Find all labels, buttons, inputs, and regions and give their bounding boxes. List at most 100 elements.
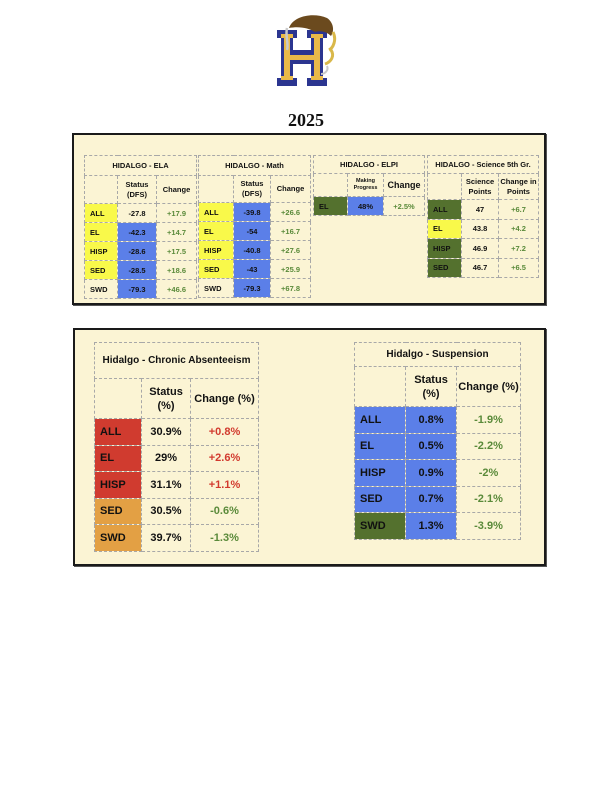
elpi-title: HIDALGO - ELPI [313,155,425,174]
group-label: SED [427,257,462,278]
table-row: SWD -79.3 +46.6 [84,279,198,299]
table-row: SWD 39.7% -1.3% [94,524,260,552]
group-label: EL [198,221,234,241]
status-value: 39.7% [141,524,191,552]
group-label: EL [354,432,406,460]
change-value: -2.2% [455,432,522,460]
change-value: +17.9 [155,203,198,223]
ela-header-blank [84,175,118,204]
change-value: +25.9 [269,259,312,279]
table-row: ALL 47 +6.7 [427,199,540,220]
table-row: EL -54 +16.7 [198,221,312,241]
status-value: 0.5% [405,432,457,460]
table-row: ALL 30.9% +0.8% [94,418,260,446]
group-label: ALL [427,199,462,220]
absenteeism-header-status: Status (%) [141,378,191,419]
table-row: EL 43.8 +4.2 [427,218,540,239]
change-value: +18.6 [155,260,198,280]
change-value: -2.1% [455,485,522,513]
status-value: -43 [233,259,271,279]
group-label: EL [313,196,348,216]
table-row: HISP -28.6 +17.5 [84,241,198,261]
table-row: HISP -40.8 +27.6 [198,240,312,260]
ela-table: HIDALGO - ELA Status (DFS) Change ALL -2… [83,155,198,299]
status-value: 1.3% [405,512,457,540]
table-row: EL 29% +2.6% [94,444,260,472]
report-year: 2025 [288,110,324,130]
table-row: SED -28.5 +18.6 [84,260,198,280]
chronic-absenteeism-table: Hidalgo - Chronic Absenteeism Status (%)… [93,342,260,552]
table-row: SWD -79.3 +67.8 [198,278,312,298]
group-label: SWD [354,512,406,540]
status-value: 46.7 [461,257,499,278]
status-value: -40.8 [233,240,271,260]
group-label: SED [94,497,142,525]
table-row: EL -42.3 +14.7 [84,222,198,242]
table-row: SED 30.5% -0.6% [94,497,260,525]
change-value: -3.9% [455,512,522,540]
change-value: +6.5 [497,257,540,278]
group-label: EL [94,444,142,472]
status-value: 0.7% [405,485,457,513]
change-value: +0.8% [189,418,260,446]
change-value: +4.2 [497,218,540,239]
status-value: 30.5% [141,497,191,525]
science-header-status: Science Points [461,173,499,200]
table-row: EL 48% +2.5% [313,196,425,216]
table-row: SED 46.7 +6.5 [427,257,540,278]
ela-title: HIDALGO - ELA [83,155,198,176]
elpi-header-blank [313,173,348,197]
science-table: HIDALGO - Science 5th Gr. Science Points… [426,155,540,278]
elpi-header-change: Change [383,173,425,197]
status-value: -28.6 [117,241,157,261]
group-label: ALL [198,202,234,222]
change-value: +26.6 [269,202,312,222]
table-row: ALL -27.8 +17.9 [84,203,198,223]
group-label: HISP [354,459,406,487]
science-title: HIDALGO - Science 5th Gr. [426,155,540,174]
change-value: +2.5% [383,196,425,216]
table-row: SWD 1.3% -3.9% [354,512,522,540]
science-header-change: Change in Points [497,173,540,200]
group-label: SWD [94,524,142,552]
status-value: -39.8 [233,202,271,222]
status-value: 29% [141,444,191,472]
change-value: -1.9% [455,406,522,434]
change-value: -0.6% [189,497,260,525]
change-value: +27.6 [269,240,312,260]
group-label: HISP [84,241,118,261]
group-label: ALL [354,406,406,434]
absenteeism-header-change: Change (%) [189,378,260,419]
ela-header-change: Change [155,175,198,204]
status-value: 30.9% [141,418,191,446]
change-value: +1.1% [189,471,260,499]
change-value: +2.6% [189,444,260,472]
absenteeism-header-blank [94,378,142,419]
group-label: SED [84,260,118,280]
group-label: SED [354,485,406,513]
group-label: EL [84,222,118,242]
group-label: SWD [198,278,234,298]
status-value: -54 [233,221,271,241]
ela-header-status: Status (DFS) [117,175,157,204]
table-row: SED -43 +25.9 [198,259,312,279]
group-label: HISP [198,240,234,260]
change-value: +67.8 [269,278,312,298]
change-value: +6.7 [497,199,540,220]
group-label: ALL [84,203,118,223]
suspension-header-change: Change (%) [455,366,522,407]
math-header-blank [198,175,234,203]
absenteeism-title: Hidalgo - Chronic Absenteeism [93,342,260,379]
table-row: ALL 0.8% -1.9% [354,406,522,434]
change-value: +14.7 [155,222,198,242]
status-value: -27.8 [117,203,157,223]
suspension-title: Hidalgo - Suspension [353,342,522,367]
status-value: -79.3 [233,278,271,298]
math-title: HIDALGO - Math [197,155,312,176]
change-value: -1.3% [189,524,260,552]
group-label: SED [198,259,234,279]
change-value: +17.5 [155,241,198,261]
math-header-change: Change [269,175,312,203]
h-claw-logo-icon [277,15,337,86]
status-value: 43.8 [461,218,499,239]
